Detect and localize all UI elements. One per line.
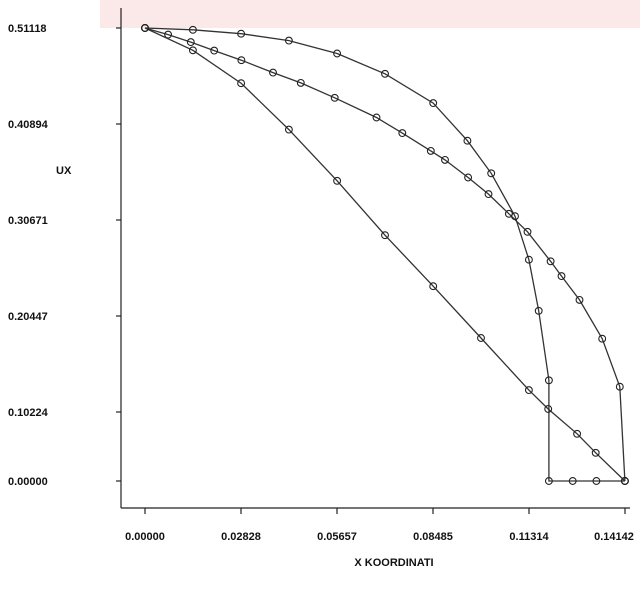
data-point [210, 46, 219, 55]
data-point [511, 212, 519, 221]
y-tick-label: 0.40894 [8, 119, 49, 131]
x-axis-title: X KOORDINATI [354, 557, 433, 569]
series-1-line [144, 27, 626, 482]
data-point [568, 477, 577, 485]
data-point [429, 282, 438, 291]
data-point [441, 155, 449, 164]
data-point [592, 477, 601, 485]
x-tick-label: 0.11314 [509, 531, 549, 543]
series-layer [141, 24, 629, 485]
data-point [333, 49, 342, 58]
y-tick-label: 0.10224 [8, 407, 49, 419]
data-point [484, 190, 493, 199]
data-point [524, 255, 533, 264]
plot-area [120, 8, 630, 509]
data-point [381, 231, 389, 240]
series-2-line [144, 27, 626, 482]
data-point [615, 382, 624, 391]
data-point [381, 69, 389, 78]
data-point [188, 46, 197, 55]
data-point [284, 36, 293, 45]
data-point [330, 93, 339, 102]
data-point [188, 25, 197, 34]
y-tick-label: 0.30671 [8, 215, 48, 227]
y-tick-label: 0.51118 [8, 23, 47, 35]
data-point [523, 227, 532, 236]
x-axis-ticks: 0.00000 0.02828 0.05657 0.08485 0.11314 … [125, 508, 634, 543]
data-point [524, 386, 533, 395]
data-point [372, 113, 381, 122]
y-tick-label: 0.20447 [8, 311, 48, 323]
data-point [575, 295, 584, 304]
data-point [544, 477, 553, 485]
data-point [573, 429, 582, 438]
data-point [237, 29, 246, 38]
data-point [487, 169, 496, 178]
data-point [477, 334, 485, 342]
data-point [544, 405, 553, 413]
data-point [546, 257, 555, 266]
data-point [598, 334, 607, 343]
x-tick-label: 0.02828 [221, 531, 261, 543]
background-watermark-band [100, 0, 640, 28]
series-1 [141, 24, 629, 485]
data-point [284, 125, 293, 134]
data-point [398, 129, 407, 138]
x-tick-label: 0.05657 [317, 531, 357, 543]
data-point [426, 146, 435, 155]
y-axis-ticks: 0.51118 0.40894 0.30671 0.20447 0.10224 … [8, 23, 121, 488]
data-point [296, 78, 305, 87]
data-point [237, 56, 246, 65]
data-point [164, 30, 173, 39]
data-point [591, 448, 600, 457]
x-tick-label: 0.14142 [594, 531, 634, 543]
series-2 [141, 24, 629, 485]
x-tick-label: 0.08485 [413, 531, 453, 543]
x-tick-label: 0.00000 [125, 531, 165, 543]
data-point [186, 38, 195, 47]
data-point [534, 306, 543, 315]
data-point [269, 68, 277, 77]
data-point [429, 99, 438, 108]
data-point [333, 176, 342, 185]
data-point [141, 24, 149, 32]
data-point [463, 136, 472, 145]
series-3-line [144, 27, 625, 482]
y-tick-label: 0.00000 [8, 476, 48, 488]
y-axis-title: UX [56, 165, 72, 177]
data-point [464, 173, 473, 182]
series-3 [141, 24, 629, 485]
data-point [620, 477, 629, 485]
data-point [544, 376, 553, 385]
data-point [237, 79, 246, 88]
data-point [557, 272, 566, 281]
